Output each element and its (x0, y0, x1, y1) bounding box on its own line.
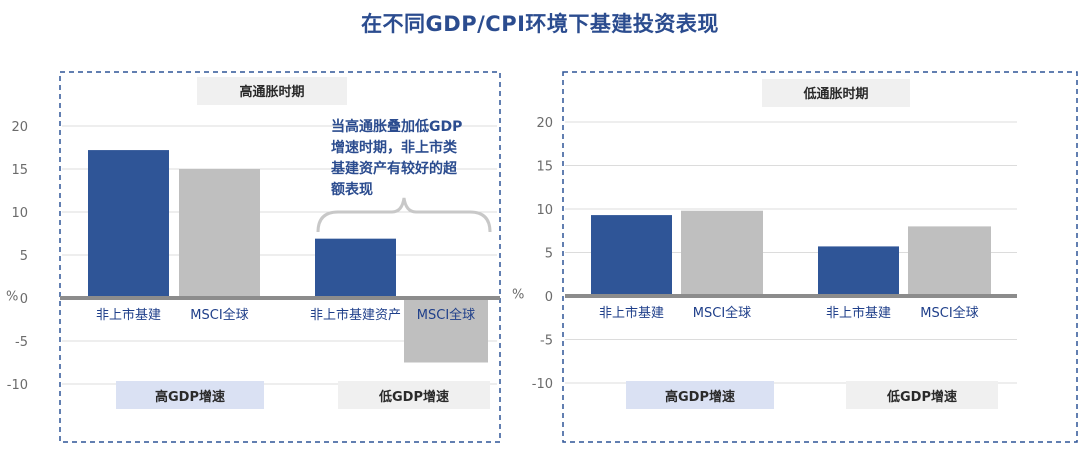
bar-infra (315, 238, 396, 298)
group-label: 低GDP增速 (378, 389, 449, 405)
group-label: 高GDP增速 (155, 389, 225, 405)
panel-frame (562, 71, 1078, 443)
panel-label-badge (762, 79, 910, 107)
group-badge (116, 381, 264, 409)
panel-frame (59, 71, 501, 443)
bar-msci (404, 298, 488, 363)
category-label: MSCI全球 (693, 305, 751, 321)
y-tick-label: 15 (536, 160, 553, 175)
y-tick-label: -5 (540, 334, 553, 349)
annotation-line: 当高通胀叠加低GDP (331, 118, 462, 135)
y-tick-label: 15 (11, 163, 28, 178)
group-badge (626, 381, 774, 409)
annotation-line: 增速时期，非上市类 (331, 139, 458, 156)
panel-label-badge (197, 77, 347, 105)
group-badge (846, 381, 998, 409)
y-unit-label: % (512, 287, 524, 302)
y-unit-label: % (6, 290, 18, 305)
page-title: 在不同GDP/CPI环境下基建投资表现 (361, 12, 719, 36)
bar-infra (591, 215, 672, 296)
y-tick-label: 20 (536, 116, 553, 131)
annotation-line: 额表现 (331, 181, 373, 198)
category-label: MSCI全球 (190, 307, 248, 323)
bar-msci (908, 226, 991, 296)
y-tick-label: 10 (536, 203, 553, 218)
category-label: 非上市基建 (826, 305, 891, 321)
y-tick-label: 0 (545, 290, 553, 305)
y-tick-label: -5 (15, 335, 28, 350)
panel-label: 高通胀时期 (239, 84, 304, 100)
bar-infra (818, 246, 899, 296)
y-tick-label: 5 (20, 249, 28, 264)
category-label: 非上市基建资产 (310, 307, 401, 323)
annotation-line: 基建资产有较好的超 (331, 160, 458, 177)
group-label: 低GDP增速 (886, 389, 957, 405)
y-tick-label: 5 (545, 247, 553, 262)
category-label: 非上市基建 (599, 305, 664, 321)
group-label: 高GDP增速 (665, 389, 735, 405)
bar-infra (88, 150, 169, 298)
panel-label: 低通胀时期 (802, 86, 868, 102)
bar-msci (681, 210, 763, 296)
y-tick-label: 0 (20, 292, 28, 307)
annotation-brace (316, 197, 492, 233)
bar-msci (179, 169, 260, 298)
y-tick-label: 10 (11, 206, 28, 221)
y-tick-label: -10 (7, 378, 28, 393)
category-label: 非上市基建 (96, 307, 161, 323)
category-label: MSCI全球 (417, 307, 475, 323)
group-badge (338, 381, 490, 409)
y-tick-label: -10 (532, 377, 553, 392)
y-tick-label: 20 (11, 120, 28, 135)
category-label: MSCI全球 (920, 305, 978, 321)
